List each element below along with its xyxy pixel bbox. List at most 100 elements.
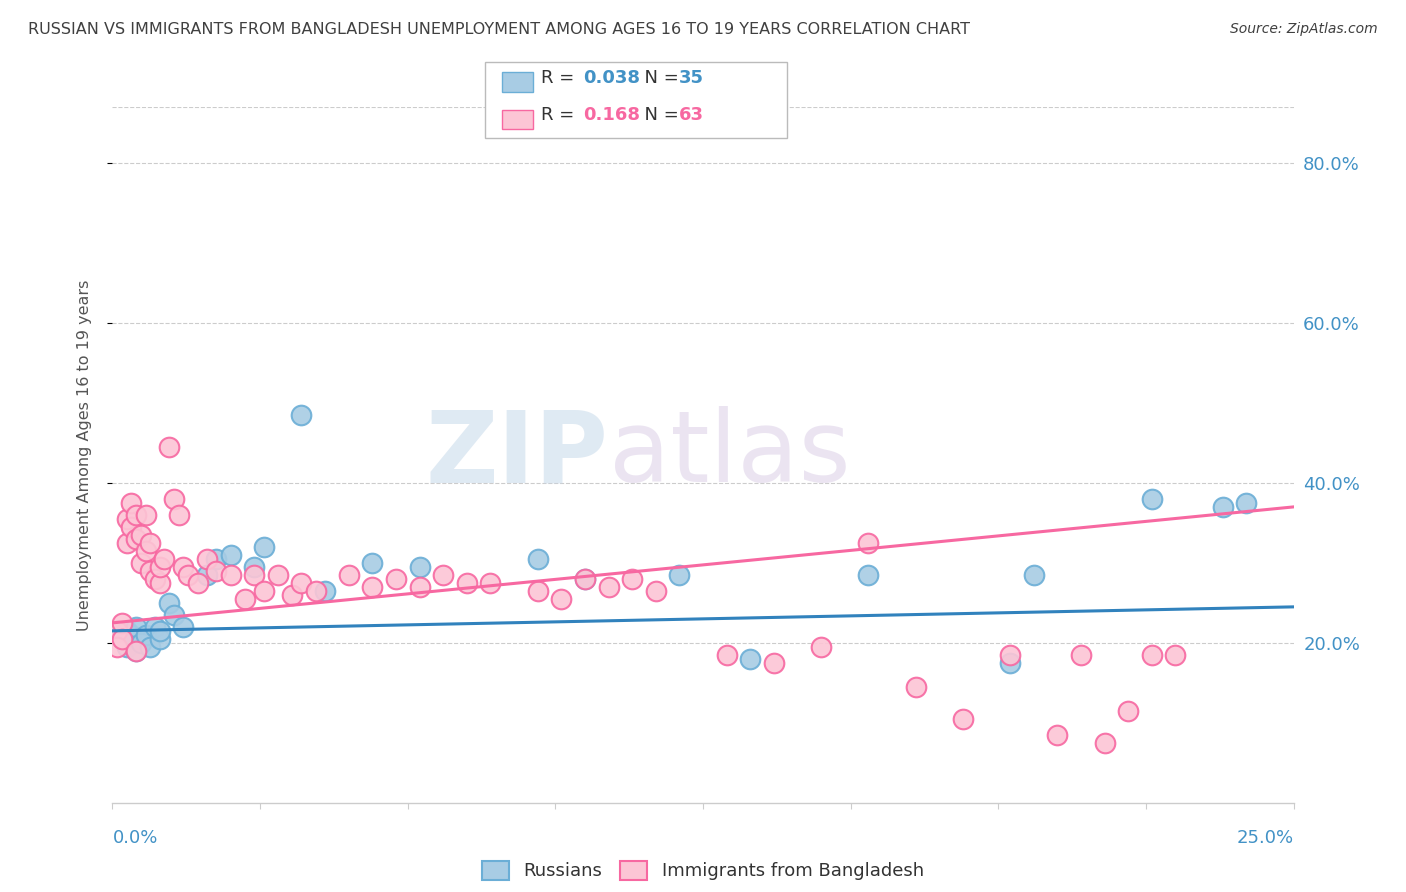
- Point: [143, 572, 166, 586]
- Point: [157, 440, 180, 454]
- Point: [526, 552, 548, 566]
- Text: N =: N =: [633, 69, 685, 87]
- Point: [858, 567, 880, 582]
- Point: [111, 615, 134, 630]
- Text: atlas: atlas: [609, 407, 851, 503]
- Point: [1164, 648, 1187, 662]
- Text: RUSSIAN VS IMMIGRANTS FROM BANGLADESH UNEMPLOYMENT AMONG AGES 16 TO 19 YEARS COR: RUSSIAN VS IMMIGRANTS FROM BANGLADESH UN…: [28, 22, 970, 37]
- Text: 35: 35: [679, 69, 704, 87]
- Point: [621, 572, 644, 586]
- Point: [1140, 648, 1163, 662]
- Point: [167, 508, 190, 522]
- Point: [135, 544, 157, 558]
- Point: [120, 520, 142, 534]
- Point: [1094, 736, 1116, 750]
- Point: [740, 652, 762, 666]
- Text: 0.038: 0.038: [583, 69, 641, 87]
- Point: [290, 575, 312, 590]
- Point: [125, 644, 148, 658]
- Point: [143, 620, 166, 634]
- Point: [952, 712, 974, 726]
- Point: [253, 583, 276, 598]
- Point: [479, 575, 502, 590]
- Point: [129, 528, 152, 542]
- Point: [1046, 728, 1069, 742]
- Text: R =: R =: [541, 69, 581, 87]
- Point: [149, 560, 172, 574]
- Point: [432, 567, 454, 582]
- Point: [125, 508, 148, 522]
- Text: R =: R =: [541, 106, 581, 124]
- Point: [177, 567, 200, 582]
- Point: [314, 583, 336, 598]
- Point: [115, 536, 138, 550]
- Point: [267, 567, 290, 582]
- Point: [139, 640, 162, 654]
- Point: [253, 540, 276, 554]
- Point: [281, 588, 304, 602]
- Point: [219, 548, 242, 562]
- Point: [111, 632, 134, 646]
- Point: [1116, 704, 1139, 718]
- Point: [115, 624, 138, 638]
- Text: 63: 63: [679, 106, 704, 124]
- Point: [810, 640, 832, 654]
- Point: [205, 552, 228, 566]
- Point: [574, 572, 596, 586]
- Point: [115, 640, 138, 654]
- Point: [998, 648, 1021, 662]
- Point: [1022, 567, 1045, 582]
- Point: [195, 552, 218, 566]
- Point: [1212, 500, 1234, 514]
- Point: [219, 567, 242, 582]
- Point: [858, 536, 880, 550]
- Point: [668, 567, 690, 582]
- Point: [120, 496, 142, 510]
- Point: [129, 636, 152, 650]
- Point: [153, 552, 176, 566]
- Text: N =: N =: [633, 106, 685, 124]
- Legend: Russians, Immigrants from Bangladesh: Russians, Immigrants from Bangladesh: [475, 854, 931, 888]
- Point: [526, 583, 548, 598]
- Point: [762, 656, 785, 670]
- Point: [205, 564, 228, 578]
- Point: [111, 632, 134, 646]
- Text: Source: ZipAtlas.com: Source: ZipAtlas.com: [1230, 22, 1378, 37]
- Point: [149, 575, 172, 590]
- Point: [186, 575, 208, 590]
- Point: [361, 556, 384, 570]
- Point: [644, 583, 666, 598]
- Point: [716, 648, 738, 662]
- Y-axis label: Unemployment Among Ages 16 to 19 years: Unemployment Among Ages 16 to 19 years: [77, 279, 91, 631]
- Point: [598, 580, 620, 594]
- Point: [149, 632, 172, 646]
- Point: [120, 628, 142, 642]
- Point: [139, 564, 162, 578]
- Point: [290, 408, 312, 422]
- Point: [195, 567, 218, 582]
- Point: [105, 640, 128, 654]
- Point: [243, 560, 266, 574]
- Point: [149, 624, 172, 638]
- Point: [337, 567, 360, 582]
- Point: [233, 591, 256, 606]
- Point: [304, 583, 326, 598]
- Point: [115, 512, 138, 526]
- Point: [456, 575, 478, 590]
- Text: ZIP: ZIP: [426, 407, 609, 503]
- Point: [172, 620, 194, 634]
- Text: 0.0%: 0.0%: [112, 829, 157, 847]
- Point: [105, 624, 128, 638]
- Point: [1140, 491, 1163, 506]
- Point: [125, 532, 148, 546]
- Point: [1234, 496, 1257, 510]
- Text: 0.168: 0.168: [583, 106, 641, 124]
- Point: [163, 491, 186, 506]
- Point: [135, 628, 157, 642]
- Point: [135, 508, 157, 522]
- Point: [243, 567, 266, 582]
- Point: [129, 556, 152, 570]
- Point: [157, 596, 180, 610]
- Point: [105, 624, 128, 638]
- Text: 25.0%: 25.0%: [1236, 829, 1294, 847]
